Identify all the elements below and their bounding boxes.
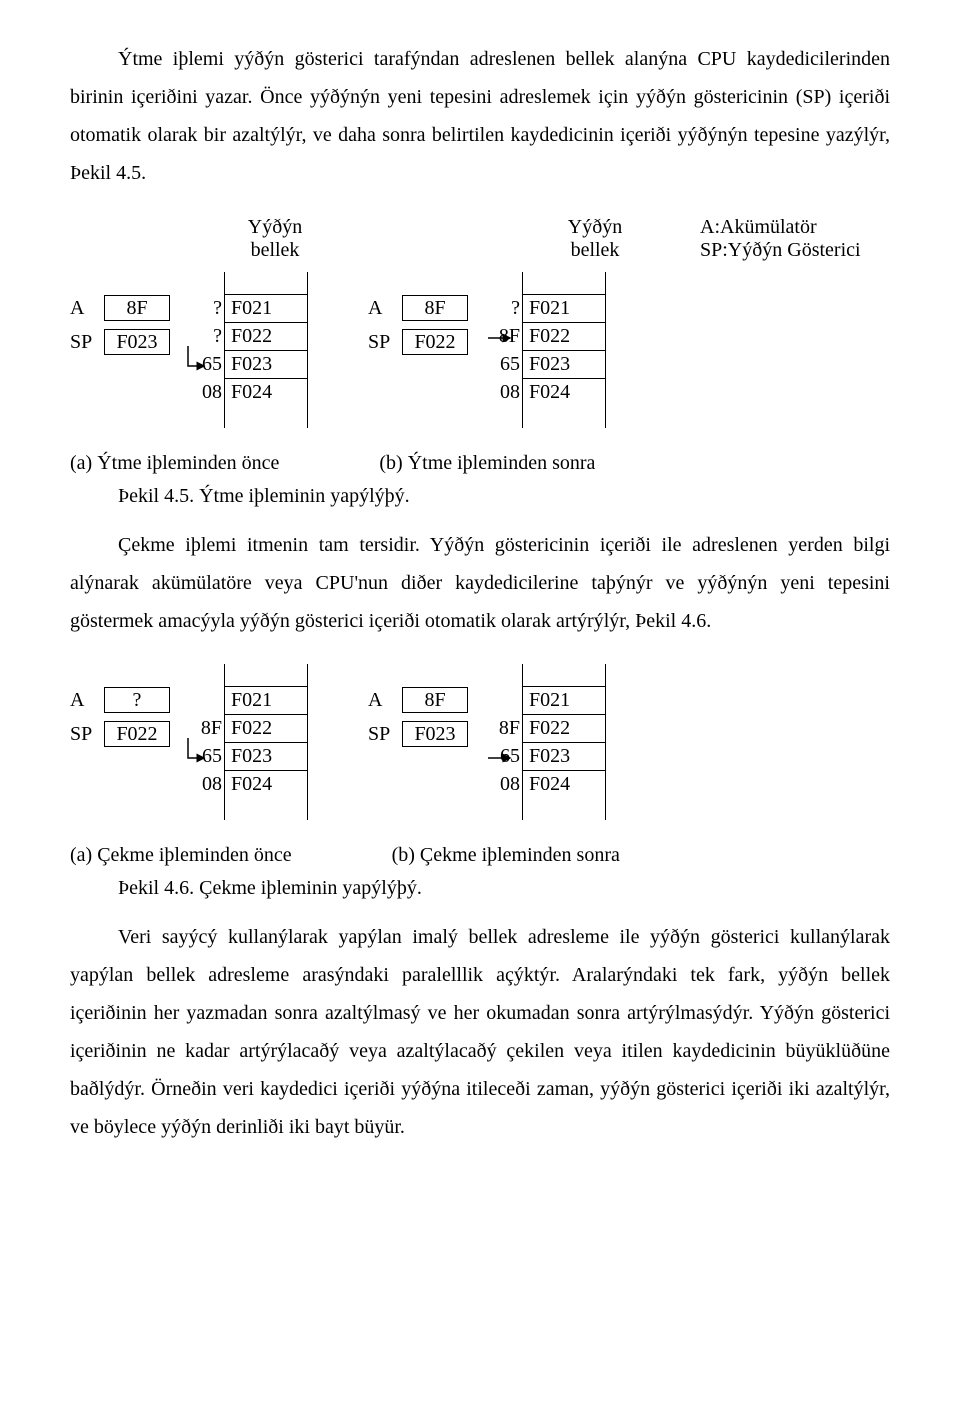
reg-sp-value: F023: [402, 721, 468, 747]
stack-value: [494, 686, 522, 714]
stack-addr: F022: [225, 322, 307, 350]
reg-sp-value: F022: [402, 329, 468, 355]
stack-value: 65: [494, 742, 522, 770]
figure-caption: Þekil 4.5. Ýtme iþleminin yapýlýþý.: [118, 485, 890, 508]
paragraph-2: Çekme iþlemi itmenin tam tersidir. Yýðýn…: [70, 526, 890, 640]
stack-addr: F021: [523, 294, 605, 322]
reg-sp-value: F022: [104, 721, 170, 747]
stack-addr: F022: [523, 322, 605, 350]
legend-text: bellek: [180, 239, 370, 262]
reg-sp-label: SP: [70, 331, 104, 354]
panel-before: A ? SP F022 8F 65 08: [70, 664, 308, 820]
reg-a-value: ?: [104, 687, 170, 713]
legend-text: A:Akümülatör: [700, 216, 890, 239]
reg-a-label: A: [368, 297, 402, 320]
reg-a-value: 8F: [402, 295, 468, 321]
stack-addr: F024: [523, 770, 605, 798]
stack-value: 8F: [196, 714, 224, 742]
reg-sp-value: F023: [104, 329, 170, 355]
stack-addr: F021: [225, 686, 307, 714]
legend-text: bellek: [500, 239, 690, 262]
stack-value: 65: [196, 350, 224, 378]
stack-value: 08: [196, 378, 224, 406]
paragraph-1: Ýtme iþlemi yýðýn gösterici tarafýndan a…: [70, 40, 890, 192]
stack-addr: F022: [523, 714, 605, 742]
stack-addr: F021: [225, 294, 307, 322]
stack-addr: F024: [523, 378, 605, 406]
stack-value: ?: [196, 294, 224, 322]
reg-sp-label: SP: [368, 723, 402, 746]
paragraph-3: Veri sayýcý kullanýlarak yapýlan imalý b…: [70, 918, 890, 1146]
reg-a-label: A: [70, 689, 104, 712]
stack-value: 8F: [494, 322, 522, 350]
stack-value: 8F: [494, 714, 522, 742]
reg-sp-label: SP: [70, 723, 104, 746]
legend-right: A:Akümülatör SP:Yýðýn Gösterici: [700, 216, 890, 262]
legend-text: Yýðýn: [500, 216, 690, 239]
panel-after: A 8F SP F023 8F 65 08: [368, 664, 606, 820]
caption-a: (a) Ýtme iþleminden önce: [70, 452, 279, 475]
stack-value: ?: [494, 294, 522, 322]
reg-a-value: 8F: [402, 687, 468, 713]
stack-addr: F024: [225, 378, 307, 406]
stack-addr: F023: [225, 350, 307, 378]
stack-addr: F021: [523, 686, 605, 714]
figure-4-6: A ? SP F022 8F 65 08: [70, 664, 890, 900]
figure-4-5: Yýðýn bellek Yýðýn bellek A:Akümülatör S…: [70, 216, 890, 508]
caption-b: (b) Ýtme iþleminden sonra: [379, 452, 595, 475]
stack-value: 65: [196, 742, 224, 770]
panel-after: A 8F SP F022 ? 8F 65 08: [368, 272, 606, 428]
stack-value: ?: [196, 322, 224, 350]
stack-addr: F023: [523, 742, 605, 770]
legend-middle: Yýðýn bellek: [500, 216, 690, 262]
reg-a-label: A: [368, 689, 402, 712]
stack-addr: F023: [225, 742, 307, 770]
stack-value: 65: [494, 350, 522, 378]
legend-text: Yýðýn: [180, 216, 370, 239]
caption-b: (b) Çekme iþleminden sonra: [392, 844, 620, 867]
stack-value: 08: [196, 770, 224, 798]
reg-sp-label: SP: [368, 331, 402, 354]
caption-a: (a) Çekme iþleminden önce: [70, 844, 292, 867]
panel-before: A 8F SP F023 ? ? 65 08: [70, 272, 308, 428]
stack-value: 08: [494, 378, 522, 406]
legend-left: Yýðýn bellek: [180, 216, 370, 262]
figure-caption: Þekil 4.6. Çekme iþleminin yapýlýþý.: [118, 877, 890, 900]
stack-addr: F024: [225, 770, 307, 798]
stack-value: 08: [494, 770, 522, 798]
stack-addr: F022: [225, 714, 307, 742]
legend-text: SP:Yýðýn Gösterici: [700, 239, 890, 262]
stack-addr: F023: [523, 350, 605, 378]
reg-a-label: A: [70, 297, 104, 320]
reg-a-value: 8F: [104, 295, 170, 321]
stack-value: [196, 686, 224, 714]
